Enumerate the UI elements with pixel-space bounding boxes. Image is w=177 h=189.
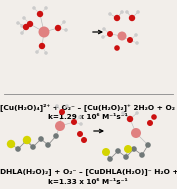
Circle shape <box>121 111 125 115</box>
Circle shape <box>32 6 36 10</box>
Circle shape <box>79 122 83 126</box>
Circle shape <box>120 10 124 14</box>
Circle shape <box>59 109 65 115</box>
Circle shape <box>147 120 153 126</box>
Circle shape <box>44 51 48 55</box>
Circle shape <box>129 15 135 21</box>
Circle shape <box>16 21 20 25</box>
Circle shape <box>37 11 43 17</box>
Circle shape <box>131 128 141 138</box>
Circle shape <box>107 156 113 162</box>
Circle shape <box>135 111 139 115</box>
Circle shape <box>151 114 157 120</box>
Circle shape <box>65 104 69 108</box>
Circle shape <box>131 146 137 152</box>
Circle shape <box>15 146 21 152</box>
Circle shape <box>127 37 133 43</box>
Circle shape <box>102 27 106 31</box>
Circle shape <box>22 16 26 20</box>
Circle shape <box>139 152 145 158</box>
Circle shape <box>115 148 121 154</box>
Text: [Cu(H₂O)₄]²⁺ + O₂⁻ – [Cu(H₂O)₂]⁺ 2H₂O + O₂: [Cu(H₂O)₄]²⁺ + O₂⁻ – [Cu(H₂O)₂]⁺ 2H₂O + … <box>1 103 176 111</box>
Circle shape <box>62 20 66 24</box>
Circle shape <box>118 32 127 40</box>
Circle shape <box>127 116 133 122</box>
Text: [CuDHLA(H₂O)₂] + O₂⁻ – [CuDHLA(H₂O)]⁻ H₂O + O₂: [CuDHLA(H₂O)₂] + O₂⁻ – [CuDHLA(H₂O)]⁻ H₂… <box>0 169 177 175</box>
Circle shape <box>124 145 132 153</box>
Circle shape <box>78 115 82 119</box>
Circle shape <box>125 10 129 14</box>
Circle shape <box>134 33 138 37</box>
Circle shape <box>102 148 110 156</box>
Text: k=1.33 x 10⁶ M⁻¹s⁻¹: k=1.33 x 10⁶ M⁻¹s⁻¹ <box>48 179 128 185</box>
Circle shape <box>135 41 139 45</box>
Circle shape <box>23 24 29 30</box>
Circle shape <box>53 133 59 139</box>
Circle shape <box>23 136 31 144</box>
Circle shape <box>20 24 24 28</box>
Circle shape <box>108 12 112 16</box>
Circle shape <box>107 31 113 37</box>
Circle shape <box>114 45 120 51</box>
Circle shape <box>39 26 50 37</box>
Circle shape <box>77 131 83 137</box>
Circle shape <box>101 35 105 39</box>
Circle shape <box>7 140 15 148</box>
Circle shape <box>45 142 51 148</box>
Circle shape <box>35 50 39 54</box>
Text: k=1.29 x 10⁶ M⁻¹s⁻¹: k=1.29 x 10⁶ M⁻¹s⁻¹ <box>48 114 128 120</box>
Circle shape <box>27 21 33 27</box>
Circle shape <box>30 144 36 150</box>
Circle shape <box>123 154 129 160</box>
Circle shape <box>55 25 61 31</box>
Circle shape <box>20 31 24 35</box>
Circle shape <box>23 138 29 144</box>
Circle shape <box>55 121 65 131</box>
Circle shape <box>145 142 151 148</box>
Circle shape <box>38 136 44 142</box>
Circle shape <box>71 119 77 125</box>
Circle shape <box>39 43 45 49</box>
Circle shape <box>81 137 87 143</box>
Circle shape <box>136 10 140 14</box>
Circle shape <box>55 104 59 108</box>
Circle shape <box>114 15 120 21</box>
Circle shape <box>44 6 48 10</box>
Circle shape <box>64 28 68 32</box>
